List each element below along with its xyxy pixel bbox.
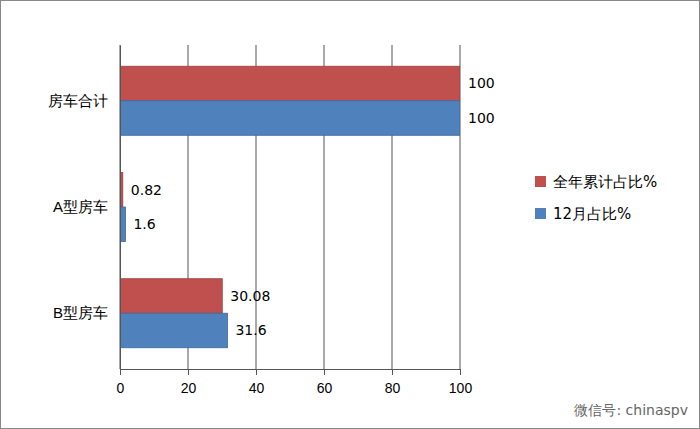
x-tick-mark (256, 369, 257, 375)
x-tick-label: 60 (317, 380, 333, 396)
x-tick-label: 20 (181, 380, 197, 396)
legend-swatch (535, 208, 546, 219)
x-tick-label: 40 (249, 380, 265, 396)
data-labels: 100 0.82 30.08 100 1.6 31.6 (131, 75, 495, 338)
grid-line (120, 45, 121, 369)
legend-item: 全年累计占比% (535, 173, 657, 191)
x-axis-line (121, 369, 461, 370)
plot: 100 0.82 30.08 100 1.6 31.6 0 20 40 60 80 100 房车合计 A型… (48, 45, 495, 396)
legend-label: 12月占比% (553, 205, 631, 223)
x-tick-mark (392, 369, 393, 375)
chart-frame (1, 1, 700, 429)
x-tick: 80 (385, 369, 401, 396)
x-tick: 40 (249, 369, 265, 396)
x-tick: 60 (317, 369, 333, 396)
legend: 全年累计占比% 12月占比% (535, 173, 657, 223)
x-tick-label: 100 (449, 380, 473, 396)
y-tick-label: A型房车 (53, 198, 108, 215)
x-tick-label: 0 (117, 380, 125, 396)
data-label: 1.6 (133, 216, 155, 232)
legend-label: 全年累计占比% (553, 173, 657, 191)
bar (120, 279, 222, 314)
legend-item: 12月占比% (535, 205, 631, 223)
x-tick: 100 (449, 369, 473, 396)
y-tick-label: 房车合计 (48, 92, 108, 109)
watermark: 微信号: chinaspv (574, 402, 688, 418)
x-tick: 0 (117, 369, 125, 396)
x-tick: 20 (181, 369, 197, 396)
x-tick-mark (188, 369, 189, 375)
y-tick-label: B型房车 (53, 304, 108, 321)
data-label: 100 (468, 110, 495, 126)
legend-swatch (535, 176, 546, 187)
y-tick: 房车合计 (48, 92, 120, 109)
chart-container: 100 0.82 30.08 100 1.6 31.6 0 20 40 60 80 100 房车合计 A型… (0, 0, 700, 429)
x-tick-mark (120, 369, 121, 375)
data-label: 0.82 (131, 182, 162, 198)
data-label: 30.08 (230, 288, 270, 304)
chart-svg: 100 0.82 30.08 100 1.6 31.6 0 20 40 60 80 100 房车合计 A型… (0, 0, 700, 429)
y-tick: A型房车 (53, 198, 120, 215)
data-label: 100 (468, 75, 495, 91)
y-tick: B型房车 (53, 304, 120, 321)
bar (120, 66, 460, 101)
y-axis: 房车合计 A型房车 B型房车 (48, 46, 121, 370)
bar (120, 101, 460, 136)
grid (120, 45, 460, 369)
y-axis-line (120, 46, 121, 370)
bars (120, 66, 460, 348)
bar (120, 313, 227, 348)
x-axis: 0 20 40 60 80 100 (117, 369, 473, 396)
data-label: 31.6 (235, 322, 266, 338)
x-tick-mark (324, 369, 325, 375)
x-tick-mark (460, 369, 461, 375)
x-tick-label: 80 (385, 380, 401, 396)
